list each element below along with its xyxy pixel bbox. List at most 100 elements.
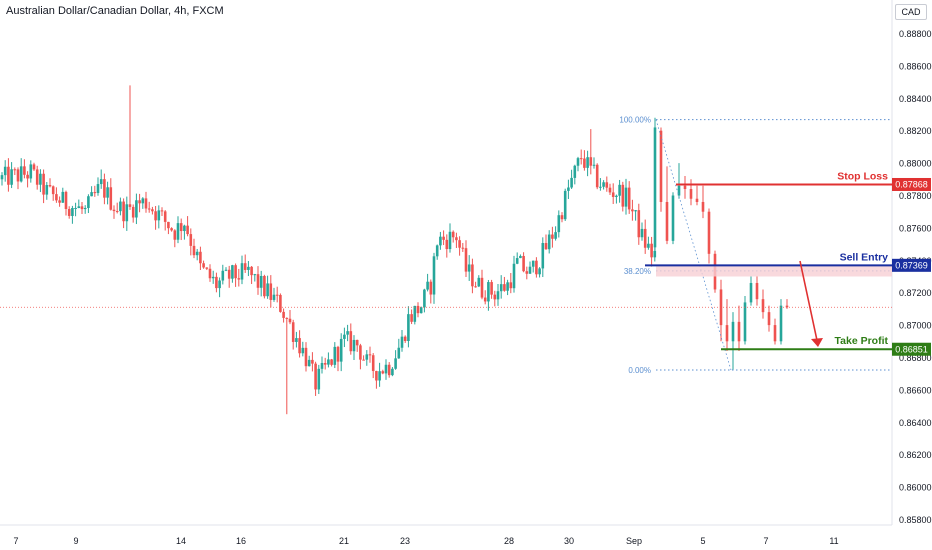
candle-body <box>731 321 735 342</box>
candle-body <box>0 175 4 180</box>
currency-selector[interactable]: CAD <box>895 4 927 20</box>
time-tick-label: Sep <box>626 536 642 546</box>
candle-body <box>541 243 545 269</box>
price-tick-label: 0.86800 <box>899 353 932 363</box>
candle-body <box>573 165 577 178</box>
candle-body <box>218 280 221 289</box>
candle-body <box>7 166 10 185</box>
candle-body <box>560 215 564 220</box>
candle-body <box>330 359 333 365</box>
candle-body <box>240 263 244 280</box>
candle-body <box>397 347 401 359</box>
candle-body <box>3 166 7 176</box>
candle-body <box>595 164 599 188</box>
candle-body <box>707 211 711 254</box>
candle-body <box>579 158 583 160</box>
candle-body <box>320 363 324 369</box>
candle-body <box>112 209 116 212</box>
candle-body <box>179 223 183 232</box>
take-profit-price-tag[interactable] <box>892 342 931 356</box>
candle-body <box>779 305 783 342</box>
price-tick-label: 0.86600 <box>899 385 932 395</box>
candle-body <box>368 354 372 356</box>
candle-body <box>493 294 497 300</box>
candle-body <box>151 209 154 212</box>
candle-body <box>621 184 625 207</box>
price-tick-label: 0.87800 <box>899 191 932 201</box>
candle-body <box>253 274 257 276</box>
candle-body <box>544 243 548 250</box>
candle-body <box>333 346 337 365</box>
candle-body <box>55 194 58 201</box>
candle-body <box>285 317 289 319</box>
candle-body <box>618 184 621 196</box>
candle-body <box>371 355 375 372</box>
candle-body <box>538 268 541 275</box>
candle-body <box>77 206 81 209</box>
candle-body <box>87 196 90 208</box>
time-tick-label: 16 <box>236 536 246 546</box>
candle-body <box>42 173 45 195</box>
candle-body <box>701 201 705 212</box>
candle-body <box>362 359 365 361</box>
candle-body <box>677 185 681 196</box>
candle-body <box>83 207 87 210</box>
price-tick-label: 0.86200 <box>899 450 932 460</box>
price-tick-label: 0.87200 <box>899 288 932 298</box>
candle-body <box>589 157 593 166</box>
candle-body <box>378 371 381 381</box>
candle-body <box>301 347 305 354</box>
candle-body <box>448 231 452 250</box>
candle-body <box>147 208 151 210</box>
candle-body <box>298 338 301 354</box>
candle-body <box>282 311 285 318</box>
candle-body <box>115 211 119 213</box>
candle-body <box>35 169 39 185</box>
candle-body <box>279 294 282 312</box>
candle-body <box>160 210 164 212</box>
candle-body <box>144 198 148 209</box>
candle-body <box>211 276 215 279</box>
candle-body <box>445 239 449 250</box>
candle-body <box>471 264 474 287</box>
candle-body <box>23 166 26 175</box>
price-tick-label: 0.86000 <box>899 483 932 493</box>
candle-body <box>467 264 471 272</box>
candle-body <box>535 260 538 275</box>
time-tick-label: 5 <box>700 536 705 546</box>
time-tick-label: 7 <box>763 536 768 546</box>
candle-body <box>323 363 327 365</box>
candle-body <box>135 200 138 218</box>
fib-level-label: 100.00% <box>619 116 651 125</box>
time-tick-label: 9 <box>73 536 78 546</box>
sell-entry-label: Sell Entry <box>840 251 889 263</box>
candle-body <box>167 221 170 229</box>
candle-body <box>381 371 385 374</box>
stop-loss-price-tag[interactable] <box>892 177 931 191</box>
sell-entry-price-tag[interactable] <box>892 258 931 272</box>
candle-body <box>602 182 605 187</box>
candle-body <box>522 255 525 272</box>
price-tick-label: 0.88400 <box>899 94 932 104</box>
projection-arrow-head <box>811 338 823 347</box>
candle-body <box>477 277 481 287</box>
candle-body <box>96 184 100 193</box>
candle-body <box>234 265 237 279</box>
candle-body <box>195 251 199 256</box>
candle-body <box>10 169 13 185</box>
candle-body <box>647 243 650 248</box>
candle-body <box>74 208 77 210</box>
candle-body <box>659 130 663 202</box>
candle-body <box>455 237 458 241</box>
candle-body <box>106 187 109 198</box>
candle-body <box>314 363 317 390</box>
candle-body <box>141 198 145 204</box>
candle-body <box>109 187 113 210</box>
candle-body <box>189 234 193 246</box>
candle-body <box>384 364 388 374</box>
candle-body <box>743 302 747 342</box>
candle-body <box>227 269 231 279</box>
candle-body <box>615 195 618 197</box>
price-tick-label: 0.87600 <box>899 223 932 233</box>
